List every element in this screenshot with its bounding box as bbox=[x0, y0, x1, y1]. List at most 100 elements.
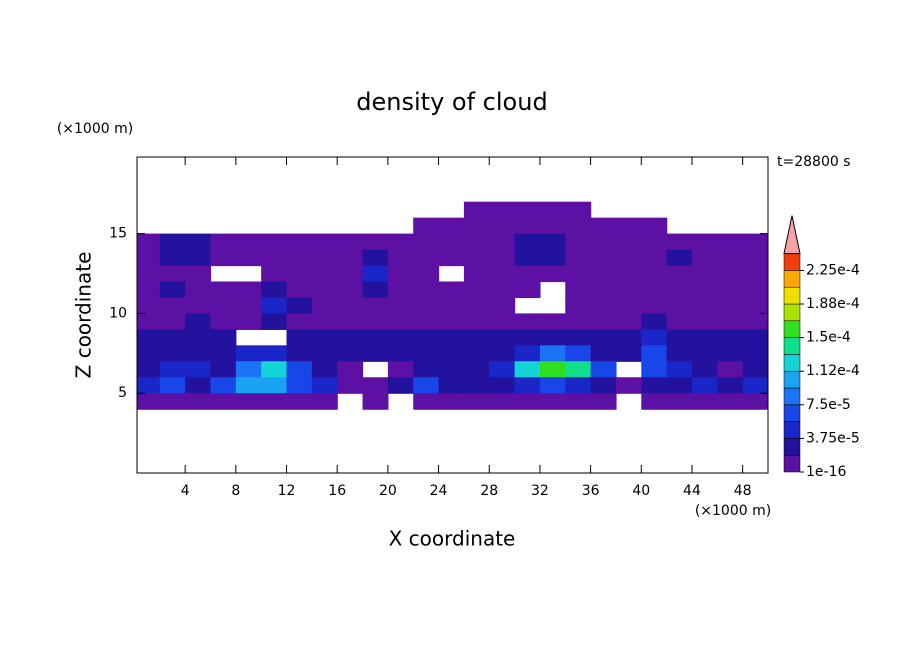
field-cell bbox=[717, 329, 744, 346]
field-cell bbox=[311, 265, 338, 283]
field-cell bbox=[514, 217, 541, 235]
field-cell bbox=[137, 249, 161, 267]
colorbar-bin bbox=[783, 354, 801, 372]
field-cell bbox=[159, 361, 186, 378]
x-tick-label: 12 bbox=[278, 483, 296, 499]
field-cell bbox=[565, 393, 592, 410]
field-cell bbox=[362, 377, 389, 394]
field-cell bbox=[514, 313, 541, 330]
x-tick-label: 24 bbox=[430, 483, 448, 499]
x-tick-label: 20 bbox=[379, 483, 397, 499]
x-tick-label: 4 bbox=[181, 483, 190, 499]
field-cell bbox=[235, 233, 262, 251]
field-cell bbox=[185, 265, 212, 283]
field-cell bbox=[210, 393, 237, 410]
field-cell bbox=[362, 313, 389, 330]
field-cell bbox=[387, 313, 414, 330]
field-cell bbox=[565, 265, 592, 283]
field-cell bbox=[590, 297, 617, 315]
field-cell bbox=[362, 329, 389, 346]
field-cell bbox=[311, 361, 338, 378]
field-cell bbox=[337, 265, 364, 283]
colorbar-tick-label: 1.12e-4 bbox=[806, 363, 860, 379]
field-cell bbox=[539, 265, 566, 283]
field-cell bbox=[311, 297, 338, 315]
field-cell bbox=[742, 297, 768, 315]
y-tick-label: 10 bbox=[109, 305, 127, 321]
field-cell bbox=[413, 265, 440, 283]
field-cell bbox=[514, 233, 541, 251]
field-cell bbox=[489, 281, 516, 299]
colorbar-over bbox=[783, 215, 801, 255]
field-cell bbox=[235, 393, 262, 410]
field-cell bbox=[590, 377, 617, 394]
field-cell bbox=[261, 313, 288, 330]
field-cell bbox=[311, 281, 338, 299]
chart-title: density of cloud bbox=[356, 88, 547, 116]
field-cell bbox=[235, 249, 262, 267]
field-cell bbox=[666, 233, 693, 251]
field-cell bbox=[413, 329, 440, 346]
field-cell bbox=[641, 265, 668, 283]
field-cell bbox=[565, 377, 592, 394]
field-cell bbox=[514, 265, 541, 283]
field-cell bbox=[235, 281, 262, 299]
field-cell bbox=[362, 233, 389, 251]
x-tick-label: 36 bbox=[582, 483, 600, 499]
field-cell bbox=[210, 313, 237, 330]
field-cell bbox=[387, 377, 414, 394]
field-cell bbox=[210, 233, 237, 251]
field-cell bbox=[742, 361, 768, 378]
field-cell bbox=[565, 361, 592, 378]
y-tick-label: 5 bbox=[118, 385, 127, 401]
field-cell bbox=[489, 345, 516, 362]
field-cell bbox=[438, 393, 465, 410]
field-cell bbox=[717, 345, 744, 362]
field-cell bbox=[286, 281, 313, 299]
field-cell bbox=[463, 281, 490, 299]
colorbar-bin bbox=[783, 286, 801, 305]
field-cell bbox=[185, 361, 212, 378]
colorbar-tick-label: 1.88e-4 bbox=[806, 296, 860, 312]
field-cell bbox=[159, 265, 186, 283]
x-tick-label: 44 bbox=[683, 483, 701, 499]
field-cell bbox=[691, 249, 718, 267]
field-cell bbox=[463, 201, 490, 219]
field-cell bbox=[539, 249, 566, 267]
field-cell bbox=[413, 233, 440, 251]
field-cell bbox=[666, 329, 693, 346]
x-tick-label: 16 bbox=[328, 483, 346, 499]
field-cell bbox=[615, 297, 642, 315]
field-cell bbox=[210, 249, 237, 267]
field-cell bbox=[463, 377, 490, 394]
field-cell bbox=[159, 345, 186, 362]
field-cell bbox=[742, 233, 768, 251]
field-cell bbox=[413, 249, 440, 267]
field-cell bbox=[539, 361, 566, 378]
field-cell bbox=[590, 265, 617, 283]
field-cell bbox=[590, 281, 617, 299]
colorbar-tick-label: 1e-16 bbox=[806, 464, 846, 480]
field-cell bbox=[615, 377, 642, 394]
field-cell bbox=[438, 233, 465, 251]
field-cell bbox=[311, 233, 338, 251]
field-cell bbox=[286, 361, 313, 378]
colorbar-bin bbox=[783, 454, 801, 473]
field-cell bbox=[362, 393, 389, 410]
field-cell bbox=[717, 393, 744, 410]
field-cell bbox=[261, 345, 288, 362]
field-cell bbox=[514, 377, 541, 394]
field-cell bbox=[666, 297, 693, 315]
field-cell bbox=[261, 281, 288, 299]
field-cell bbox=[590, 313, 617, 330]
field-cell bbox=[413, 361, 440, 378]
field-cell bbox=[286, 345, 313, 362]
field-cell bbox=[717, 297, 744, 315]
field-cell bbox=[615, 265, 642, 283]
field-cell bbox=[210, 345, 237, 362]
field-cell bbox=[337, 297, 364, 315]
field-cell bbox=[185, 281, 212, 299]
field-cell bbox=[742, 345, 768, 362]
field-cell bbox=[387, 265, 414, 283]
time-annotation: t=28800 s bbox=[777, 154, 851, 170]
